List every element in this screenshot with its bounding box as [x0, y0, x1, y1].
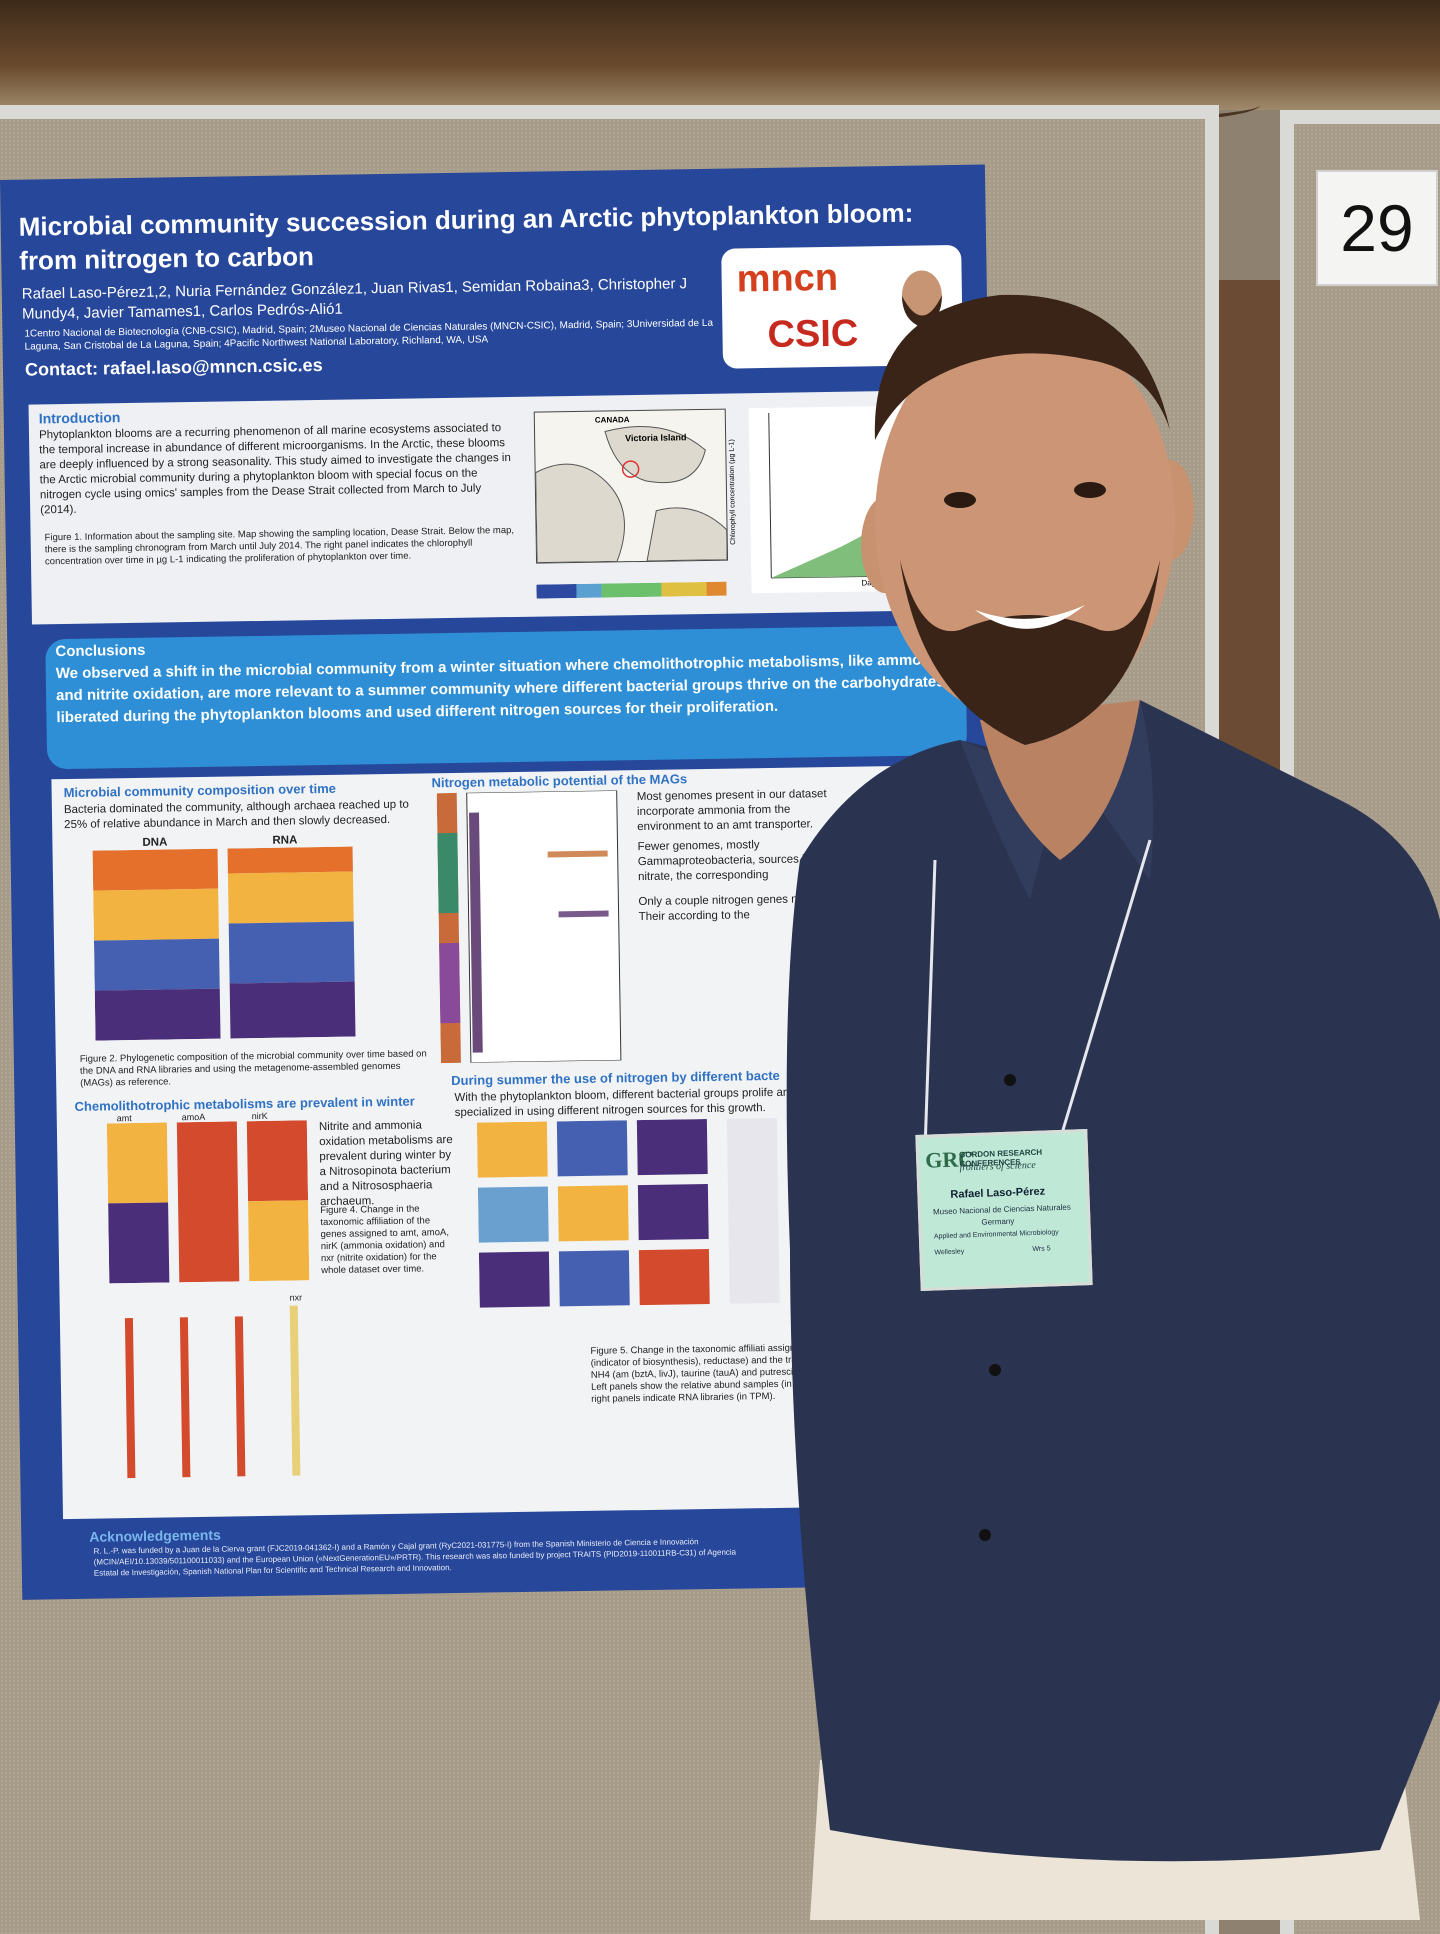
tpm-bars [124, 1305, 301, 1479]
name-badge: GRC GORDON RESEARCH CONFERENCES frontier… [915, 1129, 1093, 1291]
results-panel: Microbial community composition over tim… [51, 764, 983, 1520]
shirt-button [1004, 1074, 1016, 1086]
summer-bars [476, 1117, 780, 1308]
chemo-bars [106, 1120, 310, 1284]
shirt-button [979, 1529, 991, 1541]
hair [874, 294, 1170, 440]
composition-bars [92, 846, 356, 1041]
badge-place: Wellesley [934, 1248, 965, 1257]
badge-country: Germany [981, 1216, 1015, 1227]
shirt-button [989, 1364, 1001, 1376]
eye-left [944, 492, 976, 508]
face [875, 320, 1175, 720]
poster: Microbial community succession during an… [0, 164, 1008, 1600]
badge-tagline: frontiers of science [959, 1159, 1036, 1174]
smile [975, 605, 1085, 629]
nitrogen-heatmap [436, 790, 622, 1064]
shirt [786, 700, 1440, 1862]
sampling-chronogram [536, 581, 727, 599]
badge-institution: Museo Nacional de Ciencias Naturales [932, 1202, 1071, 1217]
lanyard-right [1058, 839, 1152, 1141]
map-figure: CANADA Victoria Island [533, 408, 729, 564]
shirt-collar-right [1080, 700, 1154, 880]
board-number: 29 [1316, 170, 1438, 286]
eye-right [1074, 482, 1106, 498]
lanyard-left [923, 859, 937, 1151]
badge-room: Wrs 5 [1032, 1245, 1051, 1254]
badge-meeting: Applied and Environmental Microbiology [933, 1229, 1059, 1241]
map-drawing [535, 426, 728, 564]
badge-name: Rafael Laso-Pérez [950, 1185, 1046, 1201]
beard [900, 560, 1160, 745]
